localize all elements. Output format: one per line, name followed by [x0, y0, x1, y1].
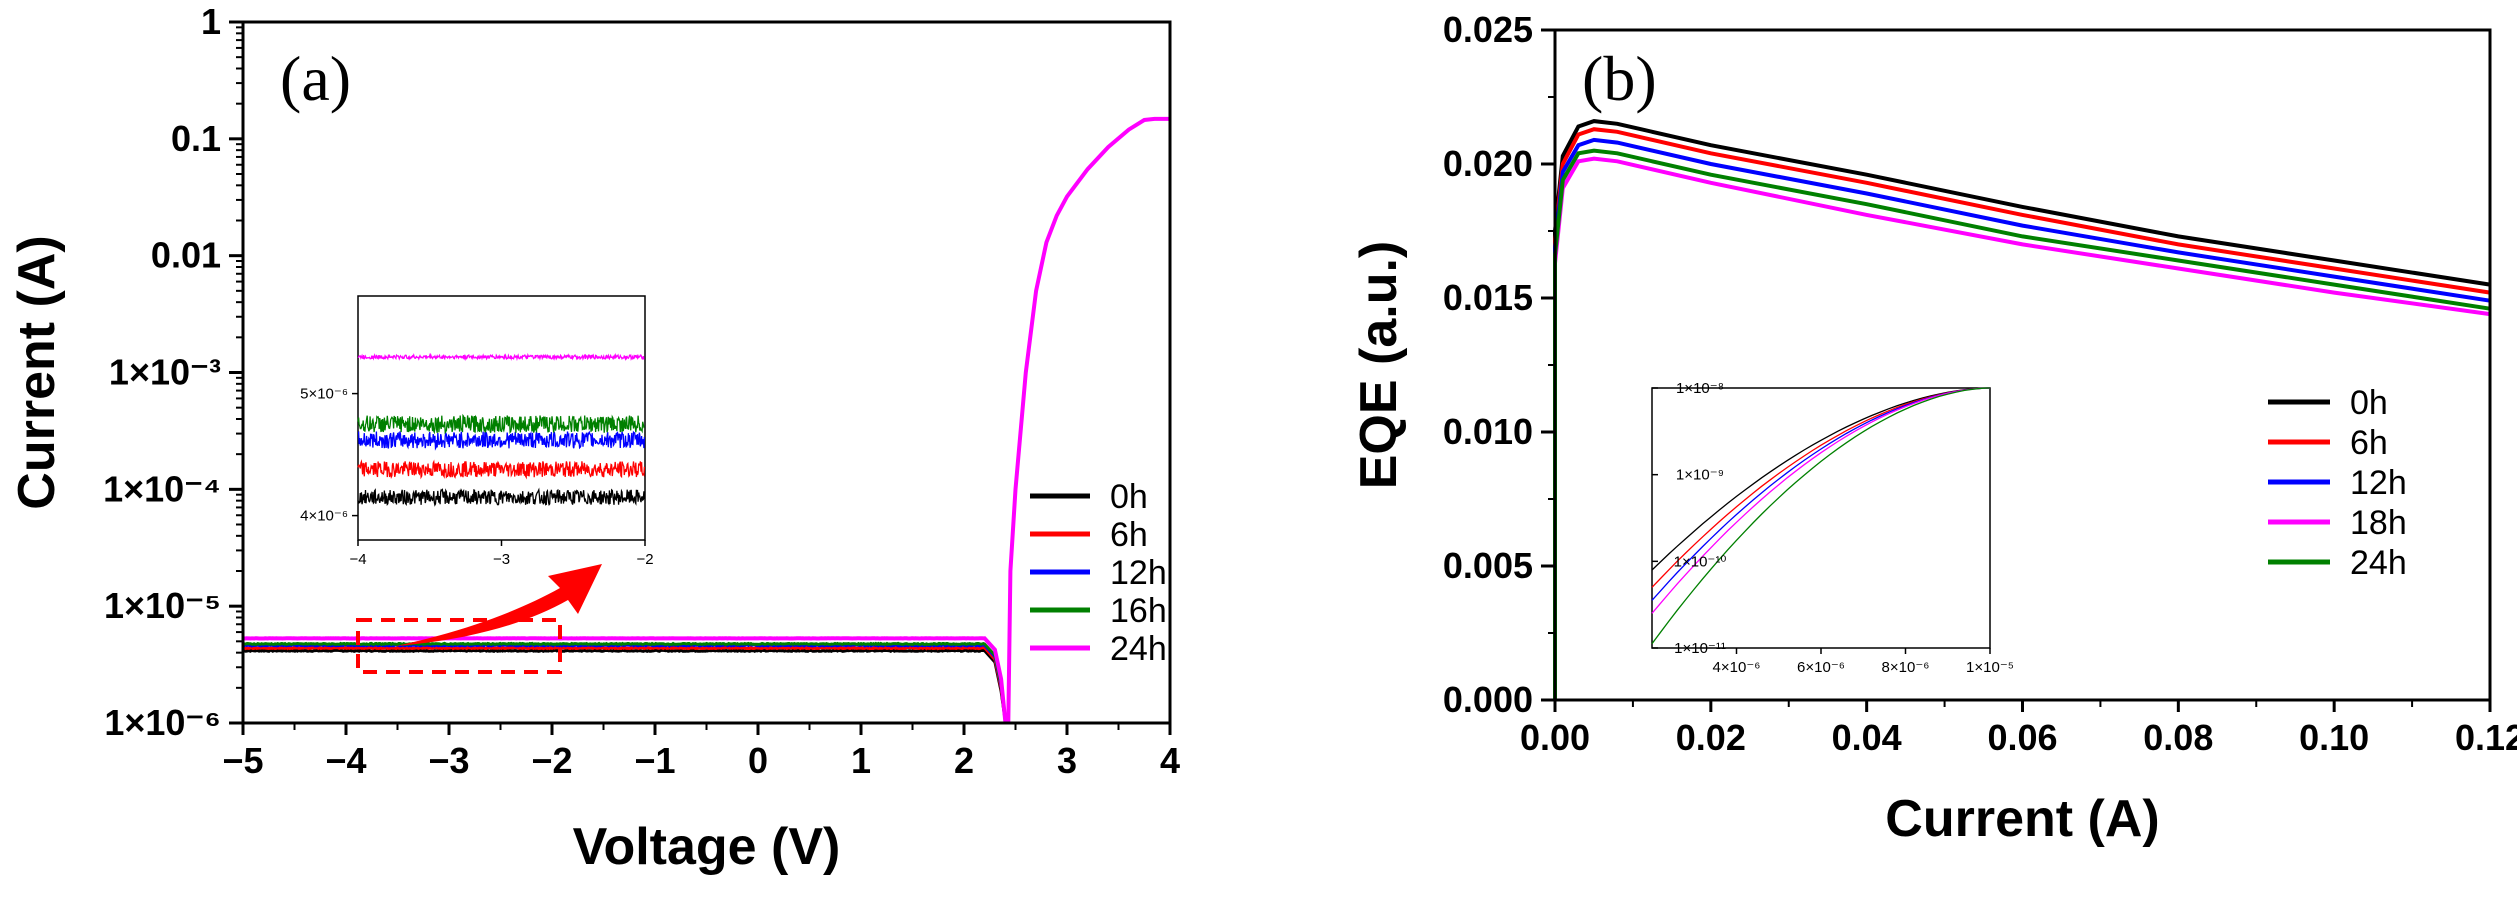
y-tick-label: 0.005	[1443, 545, 1533, 586]
y-axis-label: Current (A)	[8, 235, 66, 509]
x-tick-label: 0.02	[1676, 717, 1746, 758]
x-tick-label: 3	[1057, 740, 1077, 781]
inset-series-12h	[357, 430, 646, 451]
x-tick-label: 4	[1160, 740, 1180, 781]
y-tick-label: 0.020	[1443, 143, 1533, 184]
legend-label-6h: 6h	[2350, 424, 2388, 462]
legend-label-24h: 24h	[1110, 630, 1167, 668]
panel-label-a: (a)	[280, 43, 351, 114]
legend-label-12h: 12h	[2350, 464, 2407, 502]
x-tick-label: 1	[851, 740, 871, 781]
highlight-box	[356, 618, 562, 674]
x-tick-label: 0.08	[2143, 717, 2213, 758]
y-tick-label: 1×10⁻³	[109, 352, 221, 393]
x-tick-label: −4	[325, 740, 366, 781]
series-line-16h	[242, 641, 1008, 724]
y-tick-label: 1×10⁻⁵	[104, 585, 221, 626]
inset-series-24h	[1651, 387, 1991, 645]
inset-series-0h	[1651, 387, 1991, 571]
x-tick-label: 0.10	[2299, 717, 2369, 758]
inset-series-18h	[1651, 387, 1991, 614]
series-line-24h	[242, 636, 1009, 724]
legend-label-18h: 18h	[2350, 504, 2407, 542]
x-tick-label: −3	[428, 740, 469, 781]
inset-x-tick-label: −4	[349, 551, 366, 568]
y-tick-label: 0.1	[171, 118, 221, 159]
inset-x-tick-label: −2	[636, 551, 653, 568]
y-tick-label: 0.000	[1443, 679, 1533, 720]
panel-b: 0.00 0.02 0.04 0.06 0.08 0.10 0.12 0.000 0.005 0.…	[1350, 9, 2517, 848]
inset-y-tick-label: 1×10⁻⁸	[1676, 380, 1724, 397]
legend-label-12h: 12h	[1110, 554, 1167, 592]
x-tick-label: −5	[222, 740, 263, 781]
x-tick-label: 0.06	[1987, 717, 2057, 758]
inset-y-tick-label: 1×10⁻¹¹	[1674, 640, 1726, 657]
series-line-24h	[1553, 148, 2491, 700]
inset-y-tick-label: 1×10⁻¹⁰	[1674, 553, 1727, 570]
inset-series-6h	[357, 459, 646, 480]
legend-label-0h: 0h	[2350, 384, 2388, 422]
inset-y-tick-label: 4×10⁻⁶	[300, 508, 348, 525]
legend-label-16h: 16h	[1110, 592, 1167, 630]
inset-x-tick-label: 6×10⁻⁶	[1797, 659, 1845, 676]
y-tick-label: 0.010	[1443, 411, 1533, 452]
x-tick-label: 0.00	[1520, 717, 1590, 758]
x-tick-label: −1	[634, 740, 675, 781]
inset-x-tick-label: −3	[493, 551, 510, 568]
y-tick-label: 1×10⁻⁴	[103, 468, 221, 509]
legend-label-0h: 0h	[1110, 478, 1148, 516]
y-tick-label: 1×10⁻⁶	[104, 702, 221, 743]
x-tick-label: 0	[748, 740, 768, 781]
y-tick-label: 0.025	[1443, 9, 1533, 50]
x-tick-label: 2	[954, 740, 974, 781]
legend-label-6h: 6h	[1110, 516, 1148, 554]
panel-label-b: (b)	[1582, 43, 1657, 114]
x-axis-label: Current (A)	[1885, 790, 2159, 848]
legend-label-24h: 24h	[2350, 544, 2407, 582]
inset-x-tick-label: 4×10⁻⁶	[1713, 659, 1761, 676]
series-line-0h	[242, 648, 1008, 724]
y-axis-label: EQE (a.u.)	[1350, 241, 1408, 489]
x-tick-label: −2	[531, 740, 572, 781]
inset-series-16h	[357, 413, 645, 435]
inset-x-tick-label: 1×10⁻⁵	[1966, 659, 2014, 676]
series-line-24h-forward	[1006, 116, 1170, 724]
inset-y-tick-label: 1×10⁻⁹	[1676, 467, 1724, 484]
x-axis-label: Voltage (V)	[573, 818, 841, 876]
panel-a: −5 −4 −3 −2 −1 0 1 2 3 4 1×10⁻⁶ 1×10⁻⁵ 1×10⁻⁴ 1×10⁻³ 0…	[8, 1, 1180, 876]
x-tick-label: 0.12	[2455, 717, 2517, 758]
inset-series-0h	[357, 487, 646, 507]
inset-x-tick-label: 8×10⁻⁶	[1882, 659, 1930, 676]
inset-y-tick-label: 5×10⁻⁶	[300, 386, 348, 403]
y-tick-label: 0.015	[1443, 277, 1533, 318]
zoom-arrow	[396, 564, 602, 646]
inset-frame-b	[1651, 387, 1991, 649]
inset-series-24h	[357, 352, 645, 362]
y-tick-label: 0.01	[151, 235, 221, 276]
y-tick-label: 1	[201, 1, 221, 42]
series-line-6h	[242, 645, 1008, 724]
x-tick-label: 0.04	[1832, 717, 1902, 758]
